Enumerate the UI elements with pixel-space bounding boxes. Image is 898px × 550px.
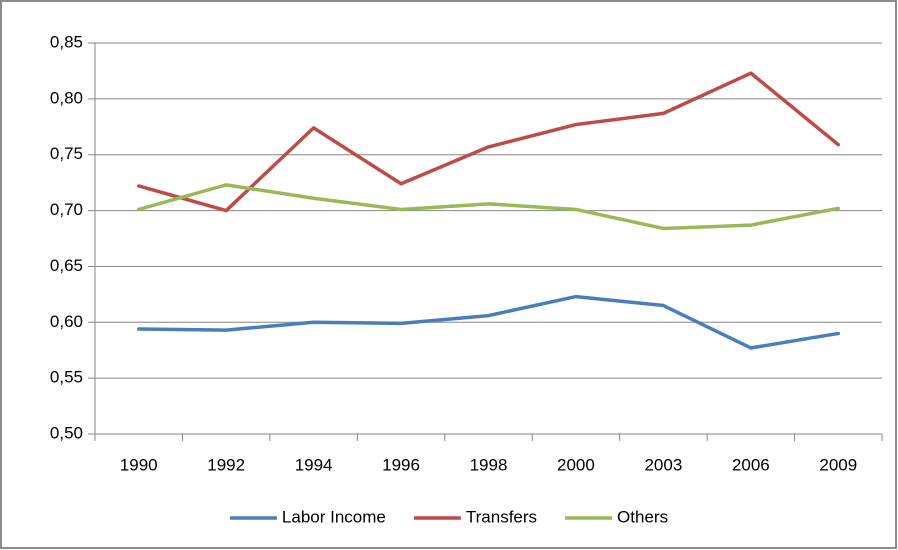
x-tick-label: 2003 [644,455,682,474]
y-tick-label: 0,60 [50,312,83,331]
legend-label: Transfers [466,507,537,526]
y-tick-label: 0,65 [50,256,83,275]
y-tick-label: 0,55 [50,368,83,387]
series-line [136,71,841,213]
x-tick-label: 1994 [295,455,333,474]
legend-label: Others [617,507,668,526]
x-tick-label: 1996 [382,455,420,474]
x-tick-label: 2006 [732,455,770,474]
y-tick-label: 0,75 [50,144,83,163]
y-tick-label: 0,50 [50,423,83,442]
x-tick-label: 2009 [819,455,857,474]
series-line [136,294,841,350]
legend-label: Labor Income [282,507,386,526]
y-tick-label: 0,70 [50,200,83,219]
y-tick-label: 0,80 [50,88,83,107]
y-tick-label: 0,85 [50,32,83,51]
x-tick-label: 1998 [470,455,508,474]
x-tick-label: 1992 [207,455,245,474]
x-tick-label: 2000 [557,455,595,474]
x-tick-label: 1990 [120,455,158,474]
series-line [136,183,841,231]
